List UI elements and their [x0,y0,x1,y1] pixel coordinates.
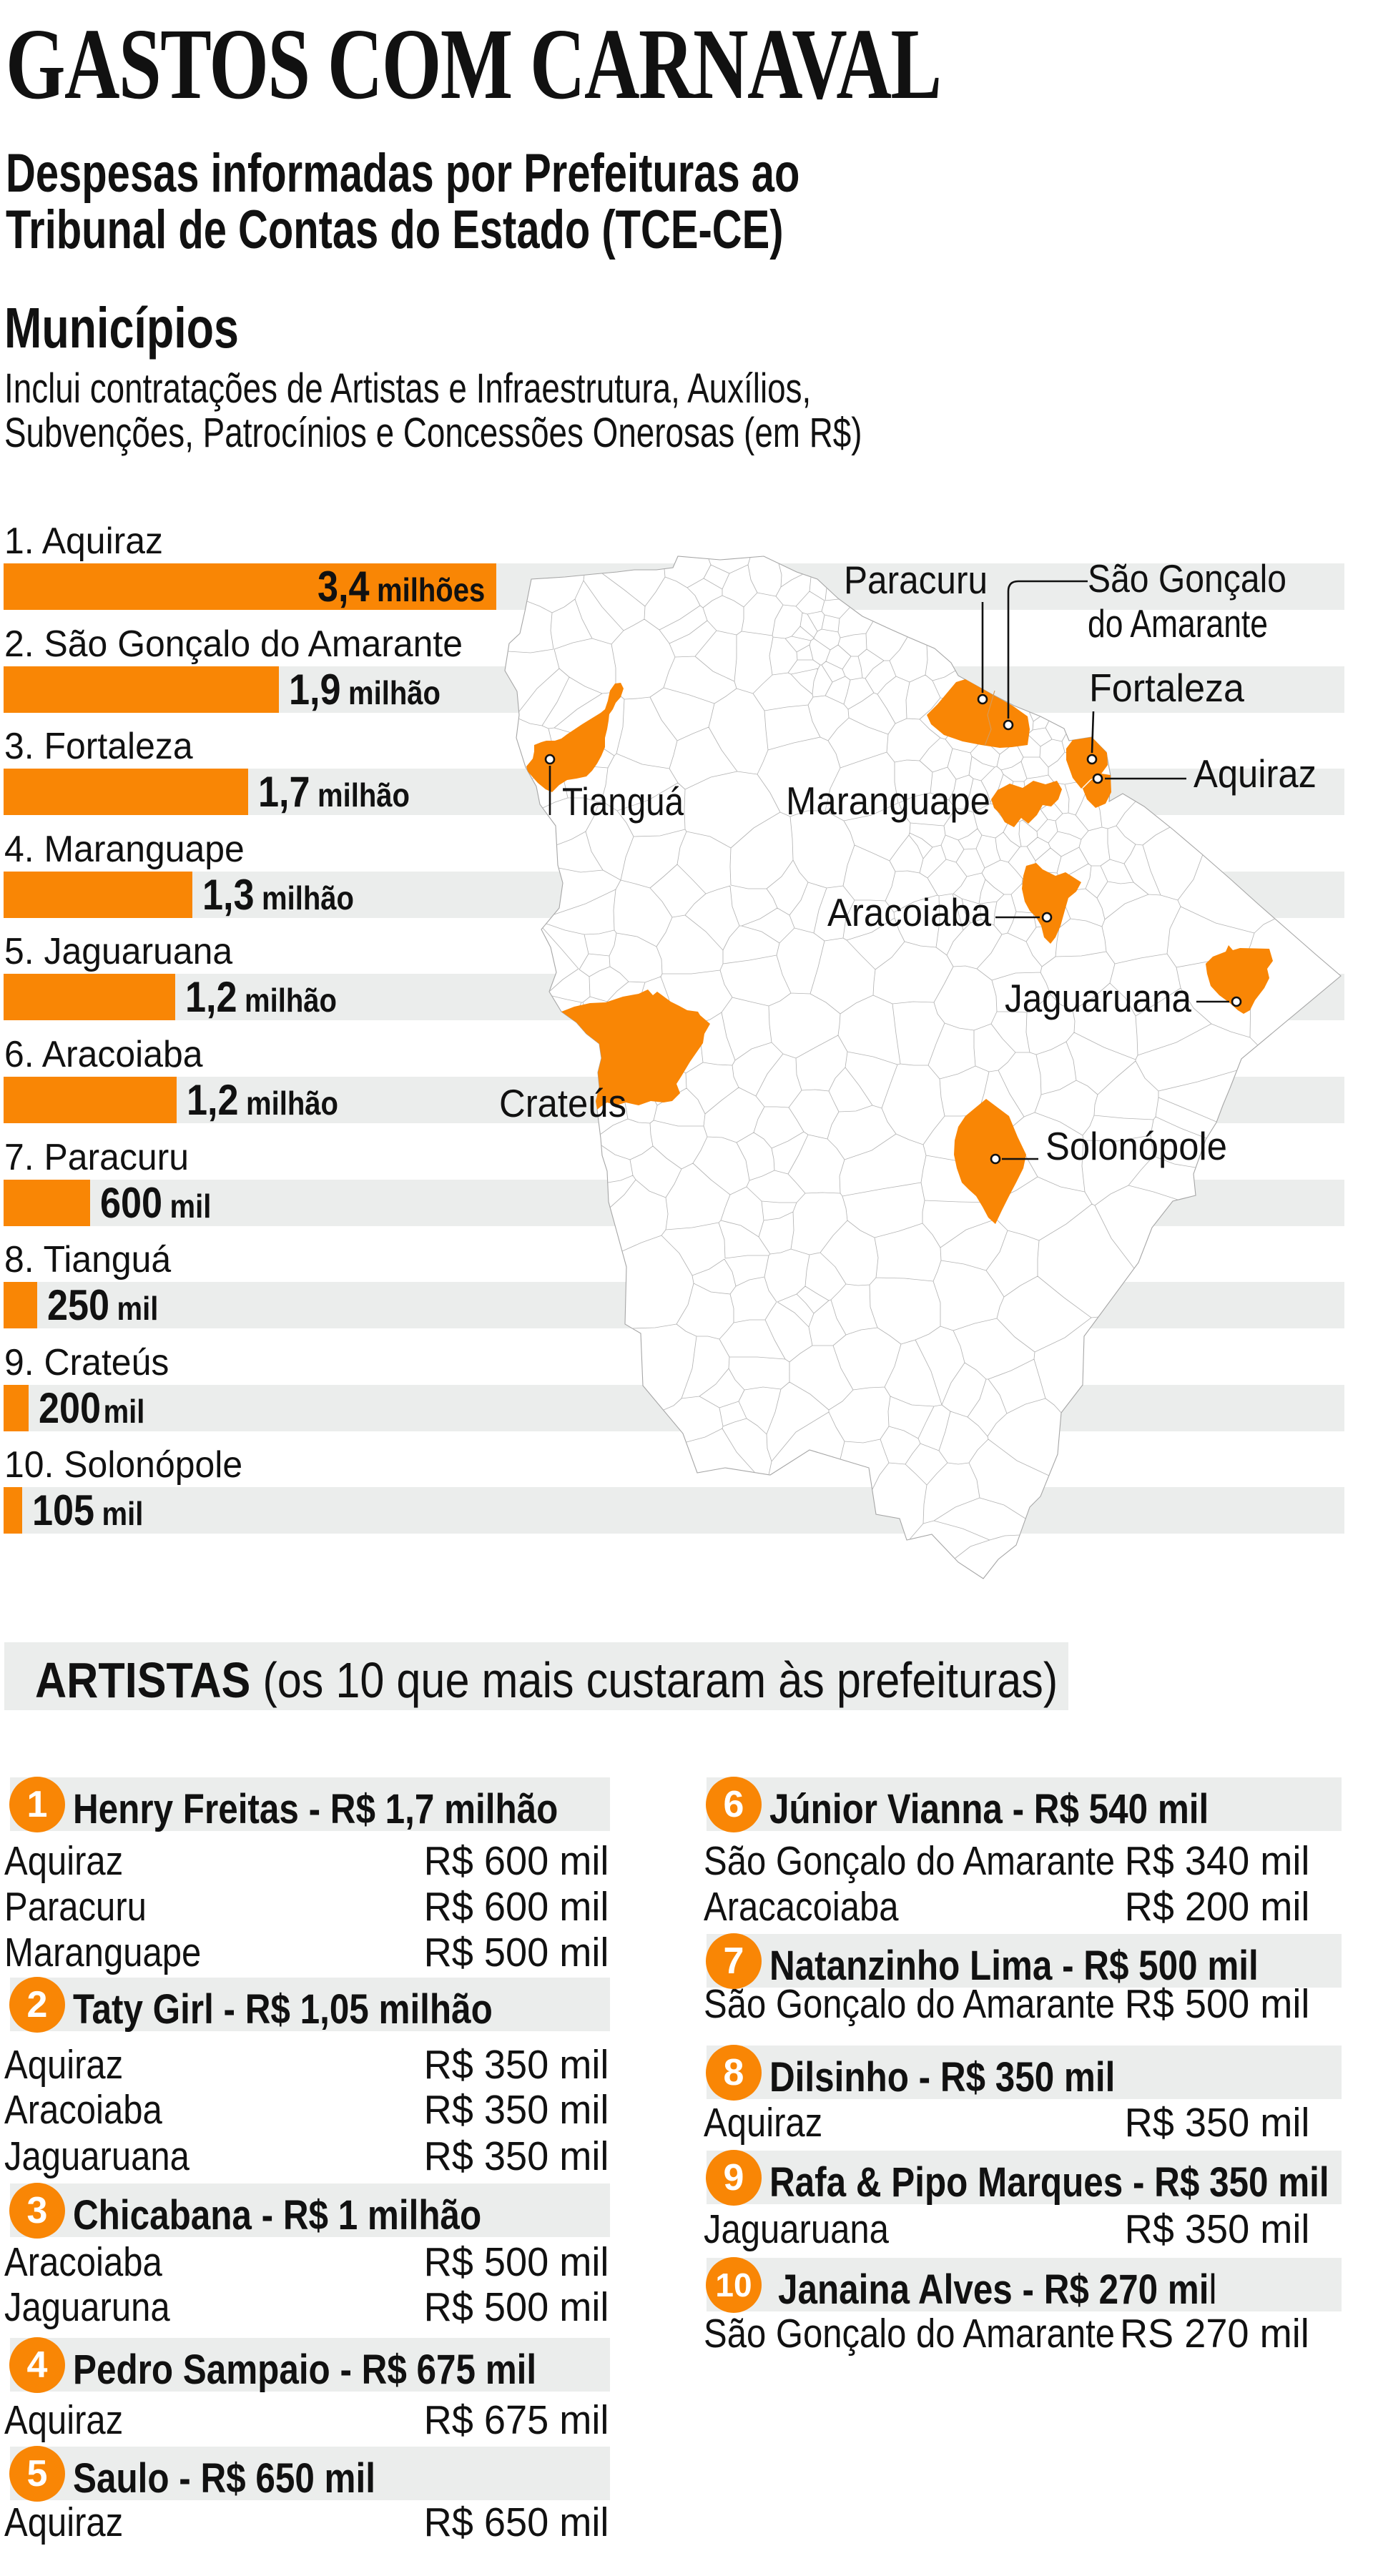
svg-text:Fortaleza: Fortaleza [1089,666,1244,710]
svg-text:do Amarante: do Amarante [1088,601,1268,646]
svg-text:Crateús: Crateús [499,1081,626,1125]
svg-text:Jaguaruana: Jaguaruana [1005,976,1191,1020]
svg-text:Maranguape: Maranguape [786,779,990,823]
svg-text:Paracuru: Paracuru [844,558,988,602]
svg-text:Aquiraz: Aquiraz [1194,751,1317,796]
svg-text:Solonópole: Solonópole [1045,1124,1227,1168]
svg-text:Tianguá: Tianguá [562,779,684,824]
svg-text:São Gonçalo: São Gonçalo [1088,556,1286,601]
svg-text:Aracoiaba: Aracoiaba [827,890,991,934]
